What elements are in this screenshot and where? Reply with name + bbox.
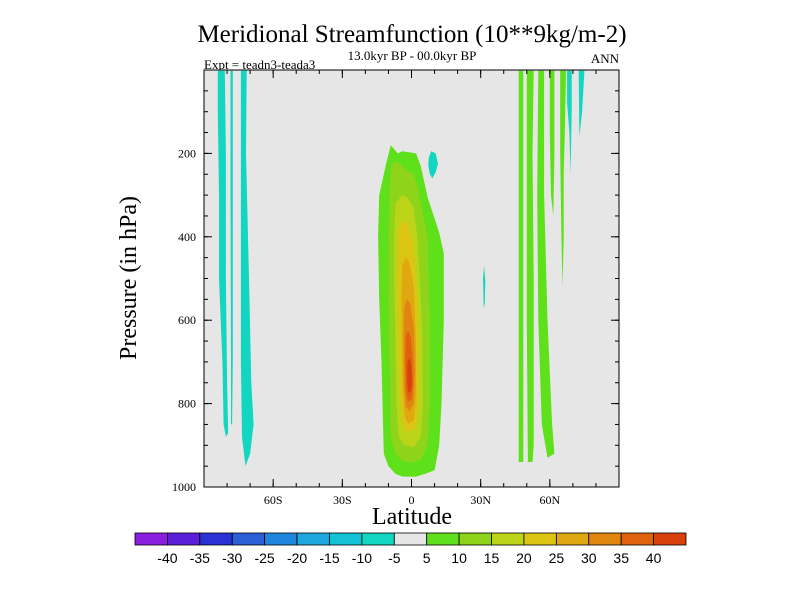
colorbar-swatch [199,532,233,546]
colorbar-label: 25 [549,550,565,566]
colorbar-label: -30 [222,550,242,566]
colorbar-label: -10 [352,550,372,566]
contour-regions [217,70,585,477]
chart-title: Meridional Streamfunction (10**9kg/m-2) [197,21,626,48]
chart-subtitle-center: 13.0kyr BP - 00.0kyr BP [348,48,477,63]
contour-nh-positive-cell-c [537,70,555,458]
colorbar-swatch [361,532,395,546]
x-tick-label: 60N [539,493,560,507]
contour-sh-negative-cell-c [240,70,254,467]
colorbar-label: -20 [287,550,307,566]
y-tick-label: 1000 [172,480,196,494]
colorbar-swatch [296,532,330,546]
chart-subtitle-right: ANN [591,51,620,66]
colorbar-swatch [620,532,654,546]
y-tick-label: 400 [178,230,196,244]
colorbar-label: -35 [190,550,210,566]
y-axis-label: Pressure (in hPa) [116,196,142,360]
contour-nh-positive-cell-b [526,70,534,463]
y-tick-label: 800 [178,397,196,411]
x-tick-label: 30S [333,493,352,507]
contour-tropical-cell-level-40 [407,357,412,394]
contour-sh-negative-cell-a [217,70,229,438]
colorbar-swatch [134,532,168,546]
contour-nh-positive-cell-a [518,70,524,463]
colorbar-label: 20 [516,550,532,566]
x-tick-label: 0 [409,493,415,507]
colorbar-swatch [393,532,428,546]
axes: 60S 30S 0 30N 60N 200 400 600 800 1000 [172,70,619,507]
contour-nh-positive-cell-e [560,70,566,287]
colorbar-label: 40 [646,550,662,566]
colorbar-label: -25 [254,550,274,566]
colorbar: -40 -35 -30 -25 -20 -15 -10 -5 5 10 15 20 25 30 35 40 [134,532,687,566]
contour-upper-negative-patch [428,151,438,179]
x-tick-label: 60S [264,493,283,507]
contour-nh-negative-cell-b [578,70,585,137]
colorbar-swatch [523,532,557,546]
colorbar-label: -15 [319,550,339,566]
contour-nh-negative-cell-a [567,70,572,175]
colorbar-swatch [458,532,492,546]
contour-midlevel-negative-sliver [483,266,486,308]
x-tick-label: 30N [470,493,491,507]
colorbar-label: 15 [484,550,500,566]
colorbar-label: -5 [388,550,401,566]
colorbar-label: -40 [157,550,177,566]
colorbar-label: 30 [581,550,597,566]
colorbar-label: 10 [451,550,467,566]
colorbar-swatch [653,532,687,546]
colorbar-swatch [491,532,525,546]
colorbar-swatch [231,532,266,546]
y-tick-label: 600 [178,313,196,327]
colorbar-swatch [167,532,201,546]
colorbar-swatch [588,532,622,546]
colorbar-swatch [329,532,363,546]
x-axis-label: Latitude [372,504,452,530]
chart-subtitle-left: Expt = teadn3-teada3 [204,57,315,72]
contour-sh-negative-cell-b [230,70,233,425]
colorbar-swatch [264,532,298,546]
colorbar-label: 5 [423,550,431,566]
colorbar-swatch [555,532,590,546]
colorbar-label: 35 [613,550,629,566]
plot-frame [203,69,620,488]
colorbar-swatch [426,532,460,546]
contour-nh-positive-cell-d [549,70,555,216]
y-tick-label: 200 [178,146,196,160]
